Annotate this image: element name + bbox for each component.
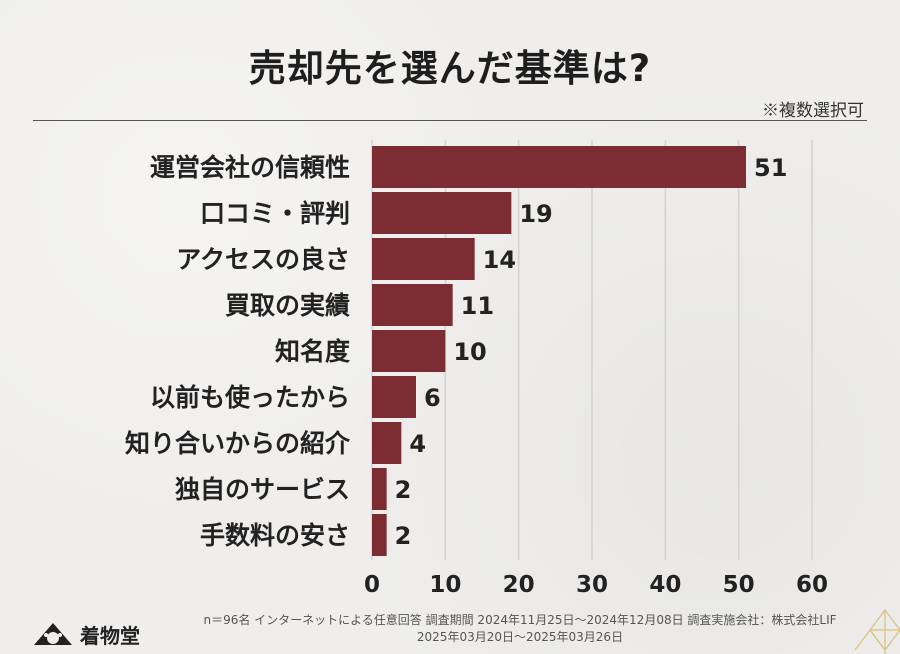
- brand-name: 着物堂: [80, 623, 140, 648]
- x-tick-label: 60: [796, 572, 828, 598]
- category-label: 知名度: [275, 337, 350, 366]
- chart-title: 売却先を選んだ基準は?: [248, 47, 652, 90]
- bar-1: [372, 192, 512, 234]
- bar-3: [372, 284, 453, 326]
- corner-decoration: [854, 609, 900, 654]
- data-label: 2: [395, 476, 412, 504]
- bar-6: [372, 422, 402, 464]
- x-tick-label: 40: [649, 572, 681, 598]
- bar-2: [372, 238, 475, 280]
- bar-8: [372, 514, 387, 556]
- fan-icon: [34, 623, 72, 645]
- x-tick-label: 50: [723, 572, 755, 598]
- category-label: 手数料の安さ: [200, 521, 350, 550]
- bar-4: [372, 330, 446, 372]
- x-tick-label: 10: [429, 572, 461, 598]
- category-label: 以前も使ったから: [150, 383, 350, 412]
- category-label: 口コミ・評判: [200, 199, 350, 228]
- data-label: 10: [453, 338, 486, 366]
- data-label: 2: [395, 522, 412, 550]
- multiple-choice-note: ※複数選択可: [762, 101, 864, 121]
- category-label: アクセスの良さ: [176, 245, 350, 274]
- title-divider: [33, 120, 867, 121]
- category-label: 運営会社の信頼性: [150, 153, 350, 182]
- category-label: 買取の実績: [225, 291, 350, 320]
- data-label: 11: [461, 292, 494, 320]
- data-label: 6: [424, 384, 441, 412]
- x-tick-label: 0: [364, 572, 380, 598]
- data-label: 14: [483, 246, 516, 274]
- bar-7: [372, 468, 387, 510]
- data-label: 51: [754, 154, 787, 182]
- bar-5: [372, 376, 416, 418]
- brand-logo: 着物堂: [32, 620, 140, 648]
- footnote-line-2: 2025年03月20日〜2025年03月26日: [416, 630, 624, 644]
- category-label: 独自のサービス: [175, 475, 350, 504]
- bar-0: [372, 146, 746, 188]
- x-tick-label: 20: [503, 572, 535, 598]
- data-label: 19: [519, 200, 552, 228]
- data-label: 4: [409, 430, 426, 458]
- x-tick-label: 30: [576, 572, 608, 598]
- footnote-line-1: n＝96名 インターネットによる任意回答 調査期間 2024年11月25日〜20…: [203, 613, 837, 627]
- category-label: 知り合いからの紹介: [125, 429, 351, 458]
- survey-footnote: n＝96名 インターネットによる任意回答 調査期間 2024年11月25日〜20…: [160, 612, 880, 646]
